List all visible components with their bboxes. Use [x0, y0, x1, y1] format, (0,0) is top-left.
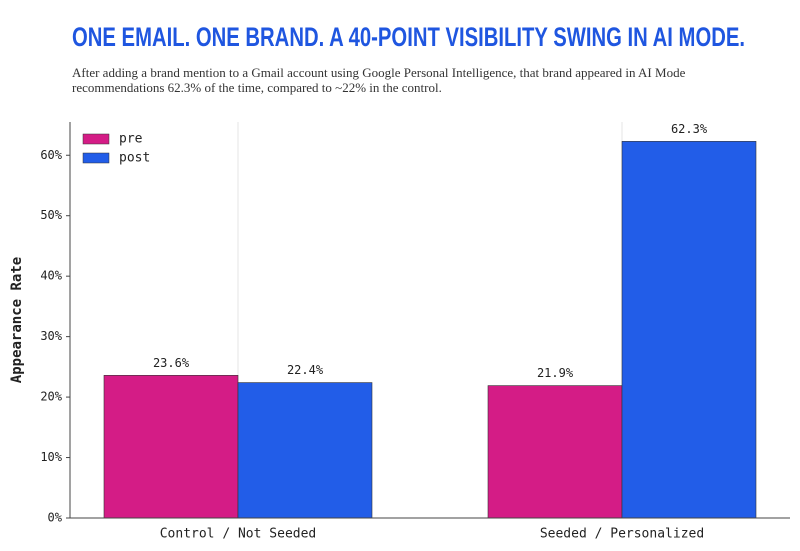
- y-tick-label: 10%: [40, 450, 62, 464]
- y-tick-label: 20%: [40, 390, 62, 404]
- bar: [237, 382, 373, 519]
- bar: [621, 141, 757, 519]
- data-label: 62.3%: [671, 122, 708, 136]
- y-tick-label: 60%: [40, 148, 62, 162]
- legend-label: pre: [119, 132, 143, 147]
- legend-swatch: [82, 133, 110, 145]
- x-tick-label: Control / Not Seeded: [160, 527, 317, 542]
- y-tick-label: 40%: [40, 269, 62, 283]
- y-tick-label: 30%: [40, 329, 62, 343]
- bar: [487, 385, 623, 519]
- bar: [103, 375, 239, 519]
- legend-label: post: [119, 151, 150, 166]
- data-label: 21.9%: [537, 366, 574, 380]
- x-tick-label: Seeded / Personalized: [540, 527, 704, 542]
- y-tick-label: 0%: [48, 511, 63, 525]
- chart-title: ONE EMAIL. ONE BRAND. A 40-POINT VISIBIL…: [72, 22, 745, 52]
- data-label: 22.4%: [287, 363, 324, 377]
- y-tick-label: 50%: [40, 208, 62, 222]
- y-axis-label: Appearance Rate: [9, 257, 25, 383]
- data-label: 23.6%: [153, 356, 190, 370]
- subtitle: After adding a brand mention to a Gmail …: [72, 65, 686, 95]
- legend-swatch: [82, 152, 110, 164]
